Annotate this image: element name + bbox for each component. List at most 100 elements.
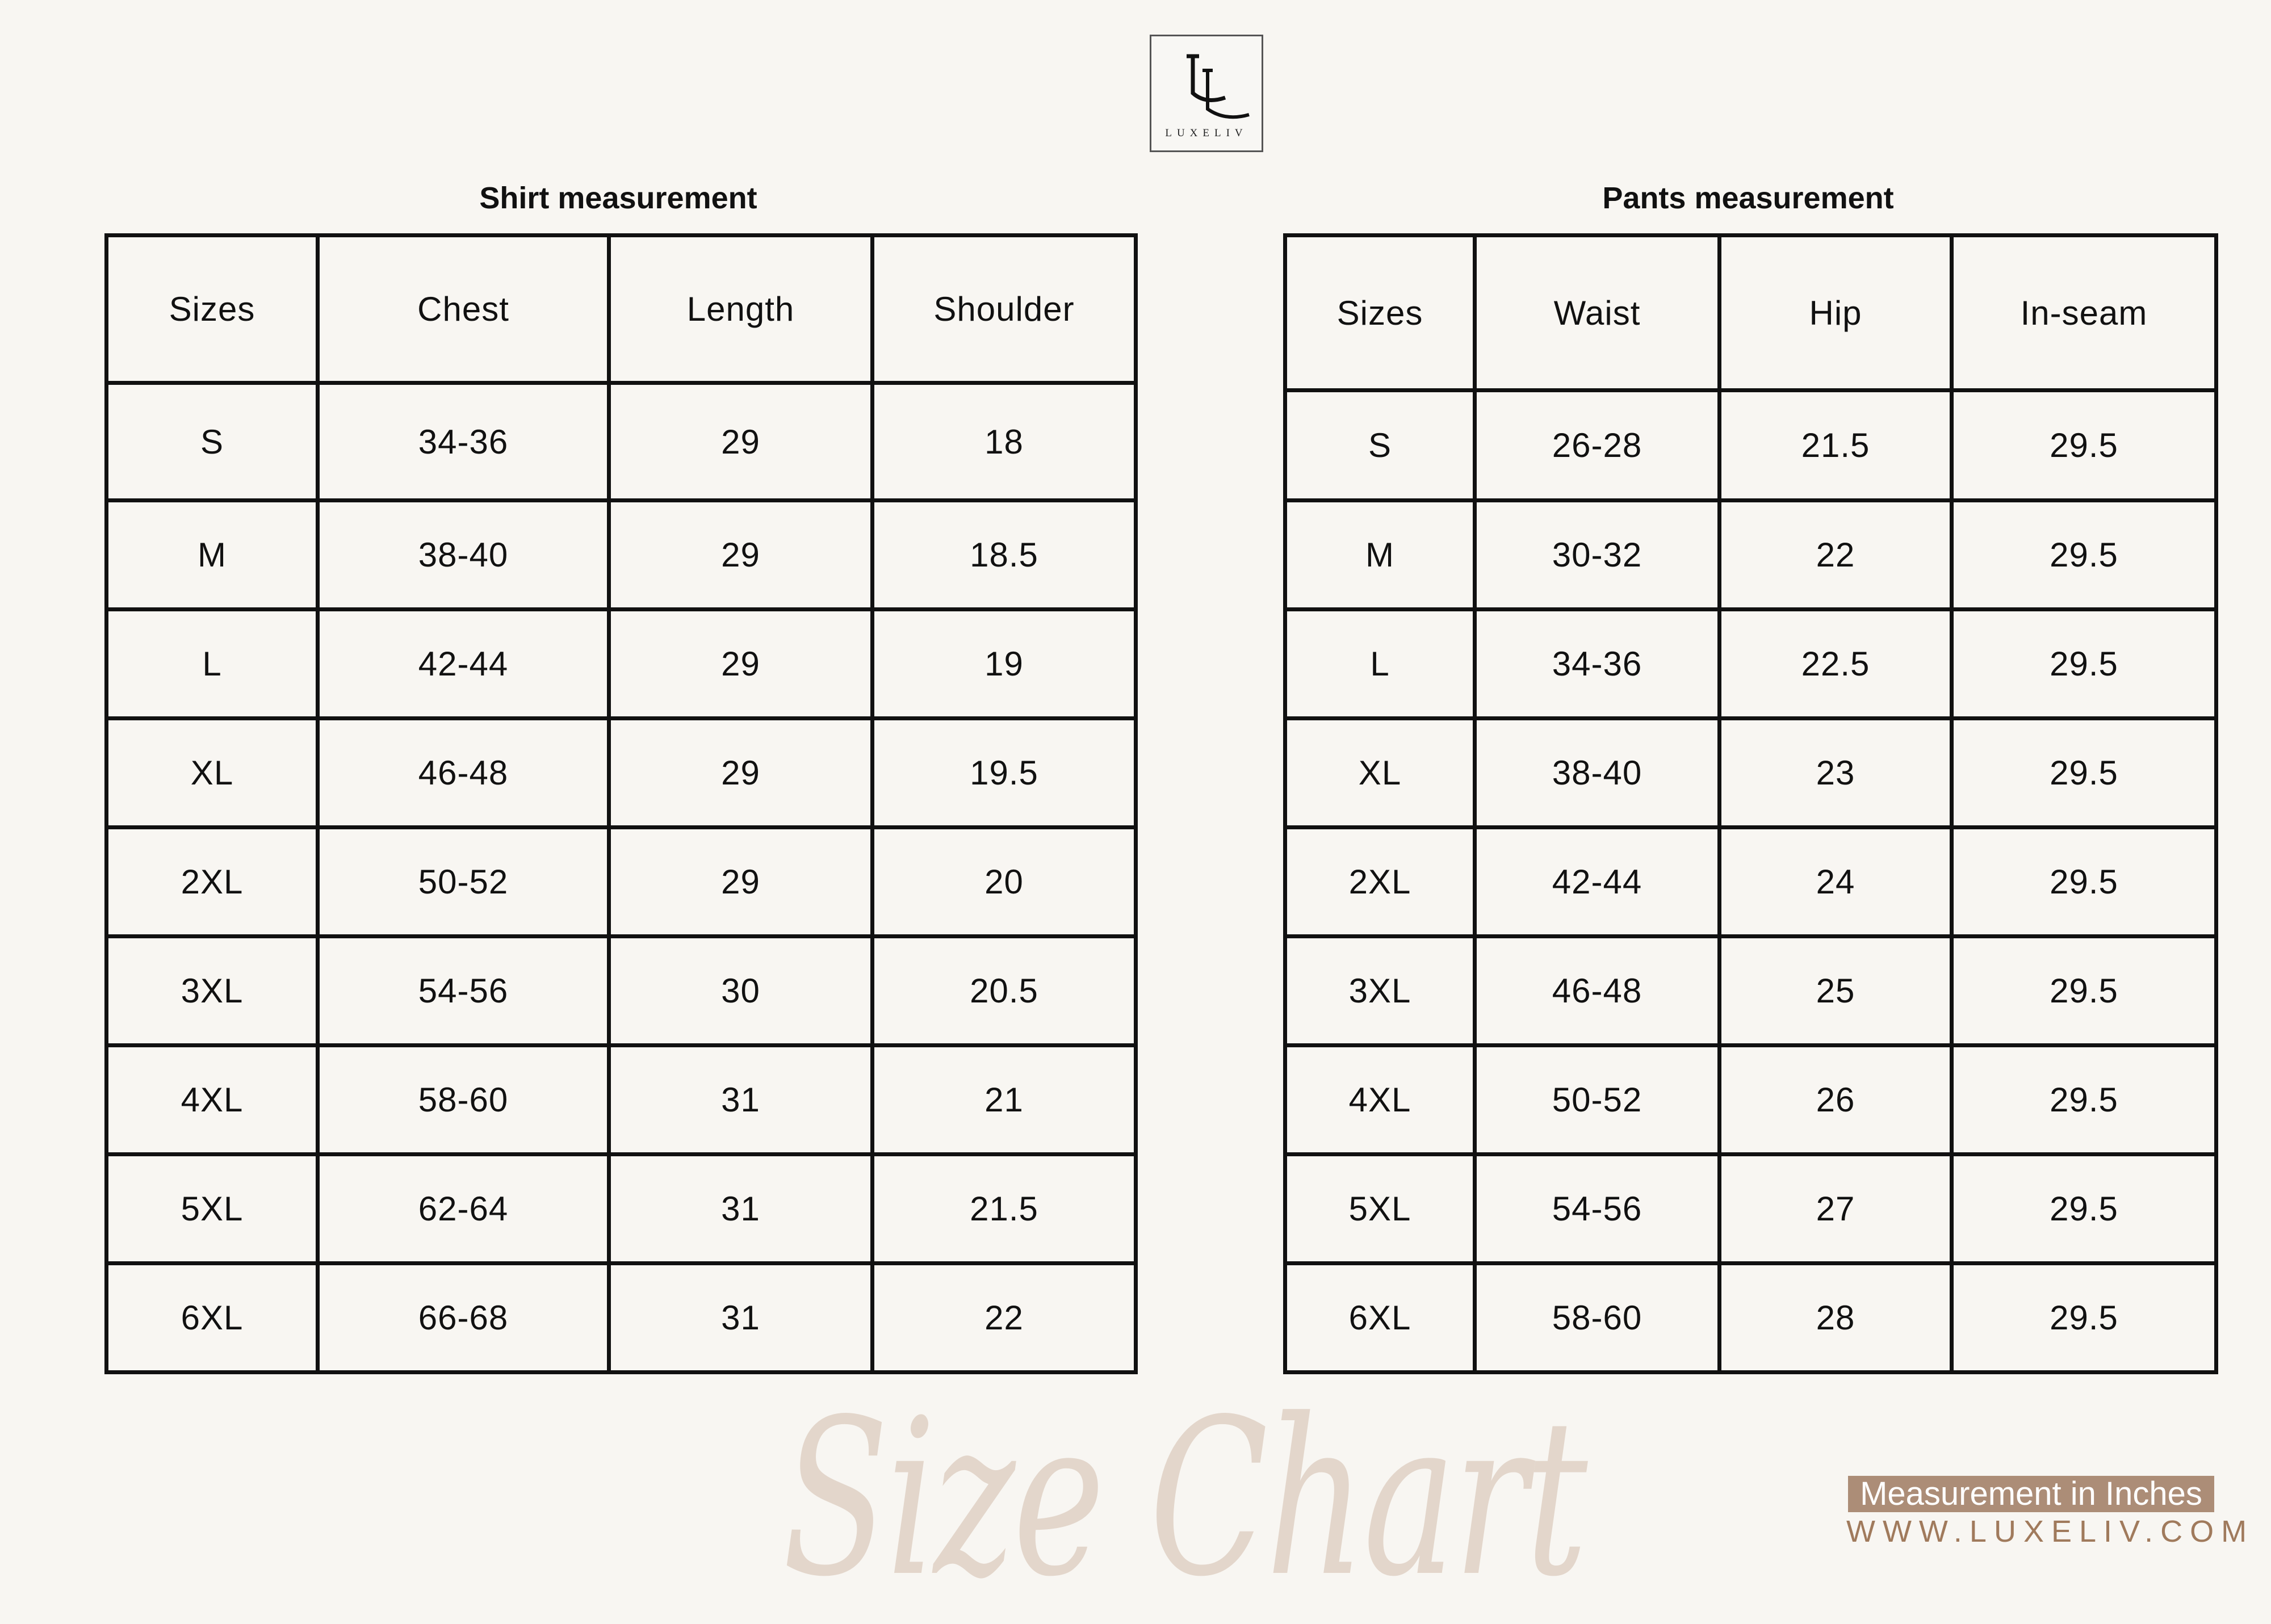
table-cell: 18 — [870, 381, 1138, 502]
column-header: Hip — [1717, 233, 1954, 392]
table-cell: 24 — [1717, 825, 1954, 938]
table-row: 3XL 54-56 30 20.5 — [104, 934, 1138, 1047]
table-cell: 38-40 — [316, 498, 611, 611]
table-cell: 31 — [607, 1152, 874, 1265]
table-cell: 38-40 — [1473, 716, 1721, 829]
table-cell: 5XL — [1283, 1152, 1477, 1265]
table-cell: 42-44 — [316, 607, 611, 720]
logo-wordmark: LUXELIV — [1165, 127, 1248, 139]
table-cell: 31 — [607, 1043, 874, 1156]
table-cell: 30-32 — [1473, 498, 1721, 611]
table-cell: 31 — [607, 1261, 874, 1374]
table-cell: 2XL — [104, 825, 320, 938]
table-cell: 29.5 — [1950, 1043, 2218, 1156]
header-row: Sizes Chest Length Shoulder — [104, 233, 1138, 385]
pants-title: Pants measurement — [1602, 181, 1894, 215]
table-cell: 23 — [1717, 716, 1954, 829]
table-cell: M — [1283, 498, 1477, 611]
table-row: 4XL 50-52 26 29.5 — [1283, 1043, 2218, 1156]
table-cell: 6XL — [1283, 1261, 1477, 1374]
table-cell: 42-44 — [1473, 825, 1721, 938]
table-cell: 58-60 — [1473, 1261, 1721, 1374]
table-cell: 5XL — [104, 1152, 320, 1265]
column-header: Chest — [316, 233, 611, 385]
column-header: Length — [607, 233, 874, 385]
table-cell: 20.5 — [870, 934, 1138, 1047]
column-header: Shoulder — [870, 233, 1138, 385]
table-cell: 27 — [1717, 1152, 1954, 1265]
table-row: S 34-36 29 18 — [104, 381, 1138, 502]
table-row: 4XL 58-60 31 21 — [104, 1043, 1138, 1156]
table-cell: 3XL — [104, 934, 320, 1047]
table-cell: 20 — [870, 825, 1138, 938]
table-cell: 58-60 — [316, 1043, 611, 1156]
table-row: 5XL 62-64 31 21.5 — [104, 1152, 1138, 1265]
column-header: Waist — [1473, 233, 1721, 392]
table-cell: 29.5 — [1950, 825, 2218, 938]
table-cell: 46-48 — [316, 716, 611, 829]
table-cell: 29 — [607, 607, 874, 720]
shirt-title: Shirt measurement — [479, 181, 757, 215]
table-cell: 25 — [1717, 934, 1954, 1047]
table-cell: 66-68 — [316, 1261, 611, 1374]
table-cell: 50-52 — [316, 825, 611, 938]
table-row: 3XL 46-48 25 29.5 — [1283, 934, 2218, 1047]
table-cell: 54-56 — [316, 934, 611, 1047]
table-cell: 22.5 — [1717, 607, 1954, 720]
table-cell: 29.5 — [1950, 1152, 2218, 1265]
table-cell: 22 — [1717, 498, 1954, 611]
table-cell: 50-52 — [1473, 1043, 1721, 1156]
table-cell: S — [104, 381, 320, 502]
table-cell: 29.5 — [1950, 607, 2218, 720]
brand-logo: LUXELIV — [1150, 35, 1263, 152]
table-cell: 29 — [607, 381, 874, 502]
website-link: WWW.LUXELIV.COM — [1846, 1514, 2255, 1549]
table-cell: 6XL — [104, 1261, 320, 1374]
table-cell: L — [1283, 607, 1477, 720]
table-cell: 62-64 — [316, 1152, 611, 1265]
table-cell: 29.5 — [1950, 1261, 2218, 1374]
table-row: 5XL 54-56 27 29.5 — [1283, 1152, 2218, 1265]
table-cell: 2XL — [1283, 825, 1477, 938]
table-cell: 19.5 — [870, 716, 1138, 829]
monogram-icon — [1187, 54, 1250, 119]
table-row: 6XL 66-68 31 22 — [104, 1261, 1138, 1374]
table-cell: XL — [1283, 716, 1477, 829]
shirt-table: Sizes Chest Length Shoulder S 34-36 29 18 M 38-40… — [104, 233, 1138, 1374]
table-row: 2XL 50-52 29 20 — [104, 825, 1138, 938]
table-cell: 46-48 — [1473, 934, 1721, 1047]
table-cell: 3XL — [1283, 934, 1477, 1047]
table-cell: 4XL — [1283, 1043, 1477, 1156]
table-row: S 26-28 21.5 29.5 — [1283, 388, 2218, 502]
table-cell: S — [1283, 388, 1477, 502]
table-cell: 29.5 — [1950, 498, 2218, 611]
table-cell: 29.5 — [1950, 716, 2218, 829]
unit-note: Measurement in Inches — [1848, 1476, 2214, 1512]
table-row: M 38-40 29 18.5 — [104, 498, 1138, 611]
table-row: 2XL 42-44 24 29.5 — [1283, 825, 2218, 938]
table-cell: 4XL — [104, 1043, 320, 1156]
table-cell: XL — [104, 716, 320, 829]
column-header: Sizes — [1283, 233, 1477, 392]
table-row: XL 38-40 23 29.5 — [1283, 716, 2218, 829]
table-cell: 34-36 — [316, 381, 611, 502]
table-cell: L — [104, 607, 320, 720]
pants-table: Sizes Waist Hip In-seam S 26-28 21.5 29.5 M 30-32… — [1283, 233, 2218, 1374]
table-cell: 26-28 — [1473, 388, 1721, 502]
table-cell: 28 — [1717, 1261, 1954, 1374]
table-cell: M — [104, 498, 320, 611]
table-cell: 22 — [870, 1261, 1138, 1374]
size-chart-script-title: Size Chart — [782, 1373, 1588, 1624]
table-row: L 42-44 29 19 — [104, 607, 1138, 720]
table-cell: 19 — [870, 607, 1138, 720]
column-header: In-seam — [1950, 233, 2218, 392]
table-row: XL 46-48 29 19.5 — [104, 716, 1138, 829]
table-cell: 21.5 — [870, 1152, 1138, 1265]
table-cell: 26 — [1717, 1043, 1954, 1156]
table-row: L 34-36 22.5 29.5 — [1283, 607, 2218, 720]
table-cell: 54-56 — [1473, 1152, 1721, 1265]
table-cell: 29.5 — [1950, 934, 2218, 1047]
table-row: M 30-32 22 29.5 — [1283, 498, 2218, 611]
table-cell: 21.5 — [1717, 388, 1954, 502]
table-cell: 29.5 — [1950, 388, 2218, 502]
